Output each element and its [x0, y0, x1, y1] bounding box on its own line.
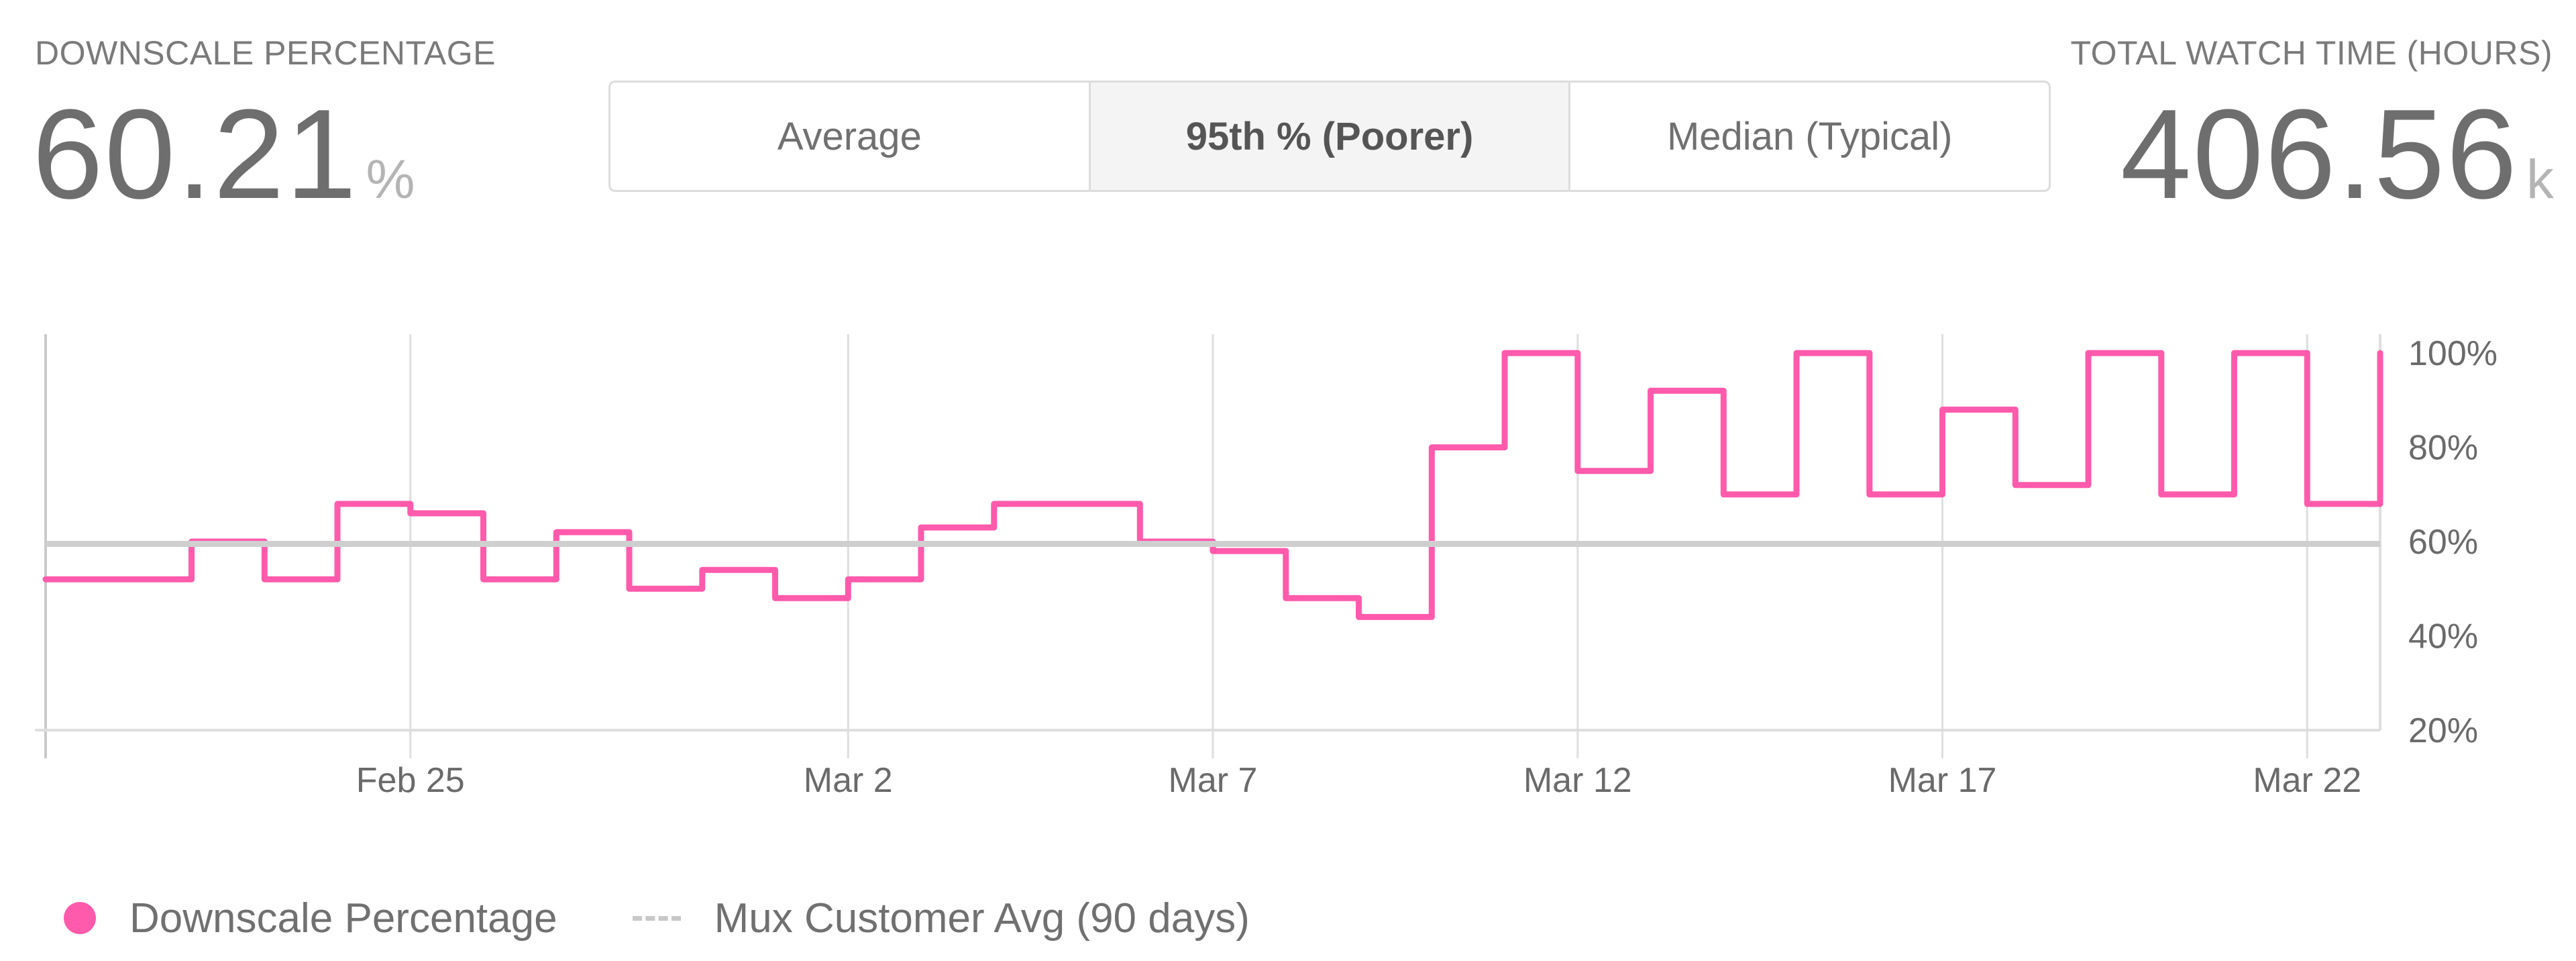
- downscale-value-number: 60.21: [32, 83, 358, 225]
- data-point: [2233, 352, 2235, 354]
- y-tick-label: 40%: [2408, 617, 2478, 656]
- data-point: [2160, 493, 2162, 495]
- legend-label-downscale: Downscale Percentage: [129, 895, 557, 942]
- data-point: [264, 578, 266, 580]
- data-point: [117, 578, 119, 580]
- y-axis-ticks: 100% 80% 60% 40% 20%: [2408, 334, 2498, 750]
- chart-legend: Downscale Percentage Mux Customer Avg (9…: [64, 891, 1325, 945]
- x-tick-label: Mar 7: [1169, 761, 1258, 800]
- data-point: [1576, 470, 1578, 472]
- data-point: [1650, 390, 1652, 392]
- line-chart: Feb 25 Mar 2 Mar 7 Mar 12 Mar 17 Mar 22 100% 8…: [35, 334, 2498, 800]
- series-layer: [42, 350, 2383, 620]
- data-point: [555, 532, 557, 533]
- data-point: [1066, 503, 1068, 505]
- data-point: [482, 578, 484, 580]
- legend-item-customer-avg[interactable]: Mux Customer Avg (90 days): [632, 895, 1250, 942]
- x-tick-label: Mar 2: [804, 761, 893, 800]
- data-point: [1431, 446, 1433, 448]
- downscale-percentage-value: 60.21%: [32, 84, 415, 250]
- data-point: [2379, 352, 2381, 354]
- data-point: [1941, 409, 1943, 411]
- x-tick-label: Mar 12: [1523, 761, 1632, 800]
- segment-median[interactable]: Median (Typical): [1666, 114, 1953, 158]
- data-point: [847, 578, 849, 580]
- segment-average[interactable]: Average: [610, 83, 1091, 190]
- legend-item-downscale[interactable]: Downscale Percentage: [64, 895, 557, 942]
- total-watch-time-label: TOTAL WATCH TIME (HOURS): [2070, 34, 2553, 72]
- total-watch-time-value: 406.56 k: [2121, 84, 2554, 250]
- data-point: [337, 503, 338, 505]
- data-point: [1723, 493, 1725, 495]
- series-line-downscale: [42, 350, 2383, 620]
- data-point: [1212, 550, 1214, 552]
- statistic-selector: Average 95th % (Poorer) Median (Typical): [608, 81, 2051, 192]
- data-point: [2088, 352, 2089, 354]
- data-point: [1796, 352, 1797, 354]
- y-tick-label: 60%: [2408, 523, 2478, 562]
- downscale-percentage-label: DOWNSCALE PERCENTAGE: [35, 34, 496, 72]
- data-point: [2306, 503, 2308, 505]
- downscale-value-unit: %: [366, 149, 415, 210]
- legend-dashed-line-icon: [632, 915, 681, 921]
- legend-label-customer-avg: Mux Customer Avg (90 days): [714, 895, 1250, 942]
- x-tick-label: Mar 17: [1888, 761, 1997, 800]
- legend-dot-icon: [64, 902, 96, 934]
- data-point: [1358, 616, 1360, 618]
- y-tick-label: 20%: [2408, 711, 2478, 750]
- data-point: [1504, 352, 1505, 354]
- segment-95th-percentile[interactable]: 95th % (Poorer): [1090, 83, 1571, 190]
- data-point: [774, 597, 776, 599]
- x-axis-ticks: Feb 25 Mar 2 Mar 7 Mar 12 Mar 17 Mar 22: [356, 761, 2361, 800]
- data-point: [920, 526, 922, 528]
- x-tick-label: Mar 22: [2253, 761, 2361, 800]
- x-tick-label: Feb 25: [356, 761, 465, 800]
- data-point: [409, 512, 411, 514]
- y-tick-label: 80%: [2408, 429, 2478, 468]
- y-tick-label: 100%: [2408, 334, 2498, 373]
- watch-time-unit: k: [2526, 149, 2554, 210]
- data-point: [1285, 597, 1287, 599]
- data-point: [1868, 493, 1870, 495]
- data-point: [993, 503, 995, 505]
- data-point: [45, 578, 46, 580]
- data-point: [701, 569, 703, 571]
- data-point: [629, 588, 630, 590]
- data-point: [2015, 484, 2017, 486]
- watch-time-number: 406.56: [2120, 83, 2518, 225]
